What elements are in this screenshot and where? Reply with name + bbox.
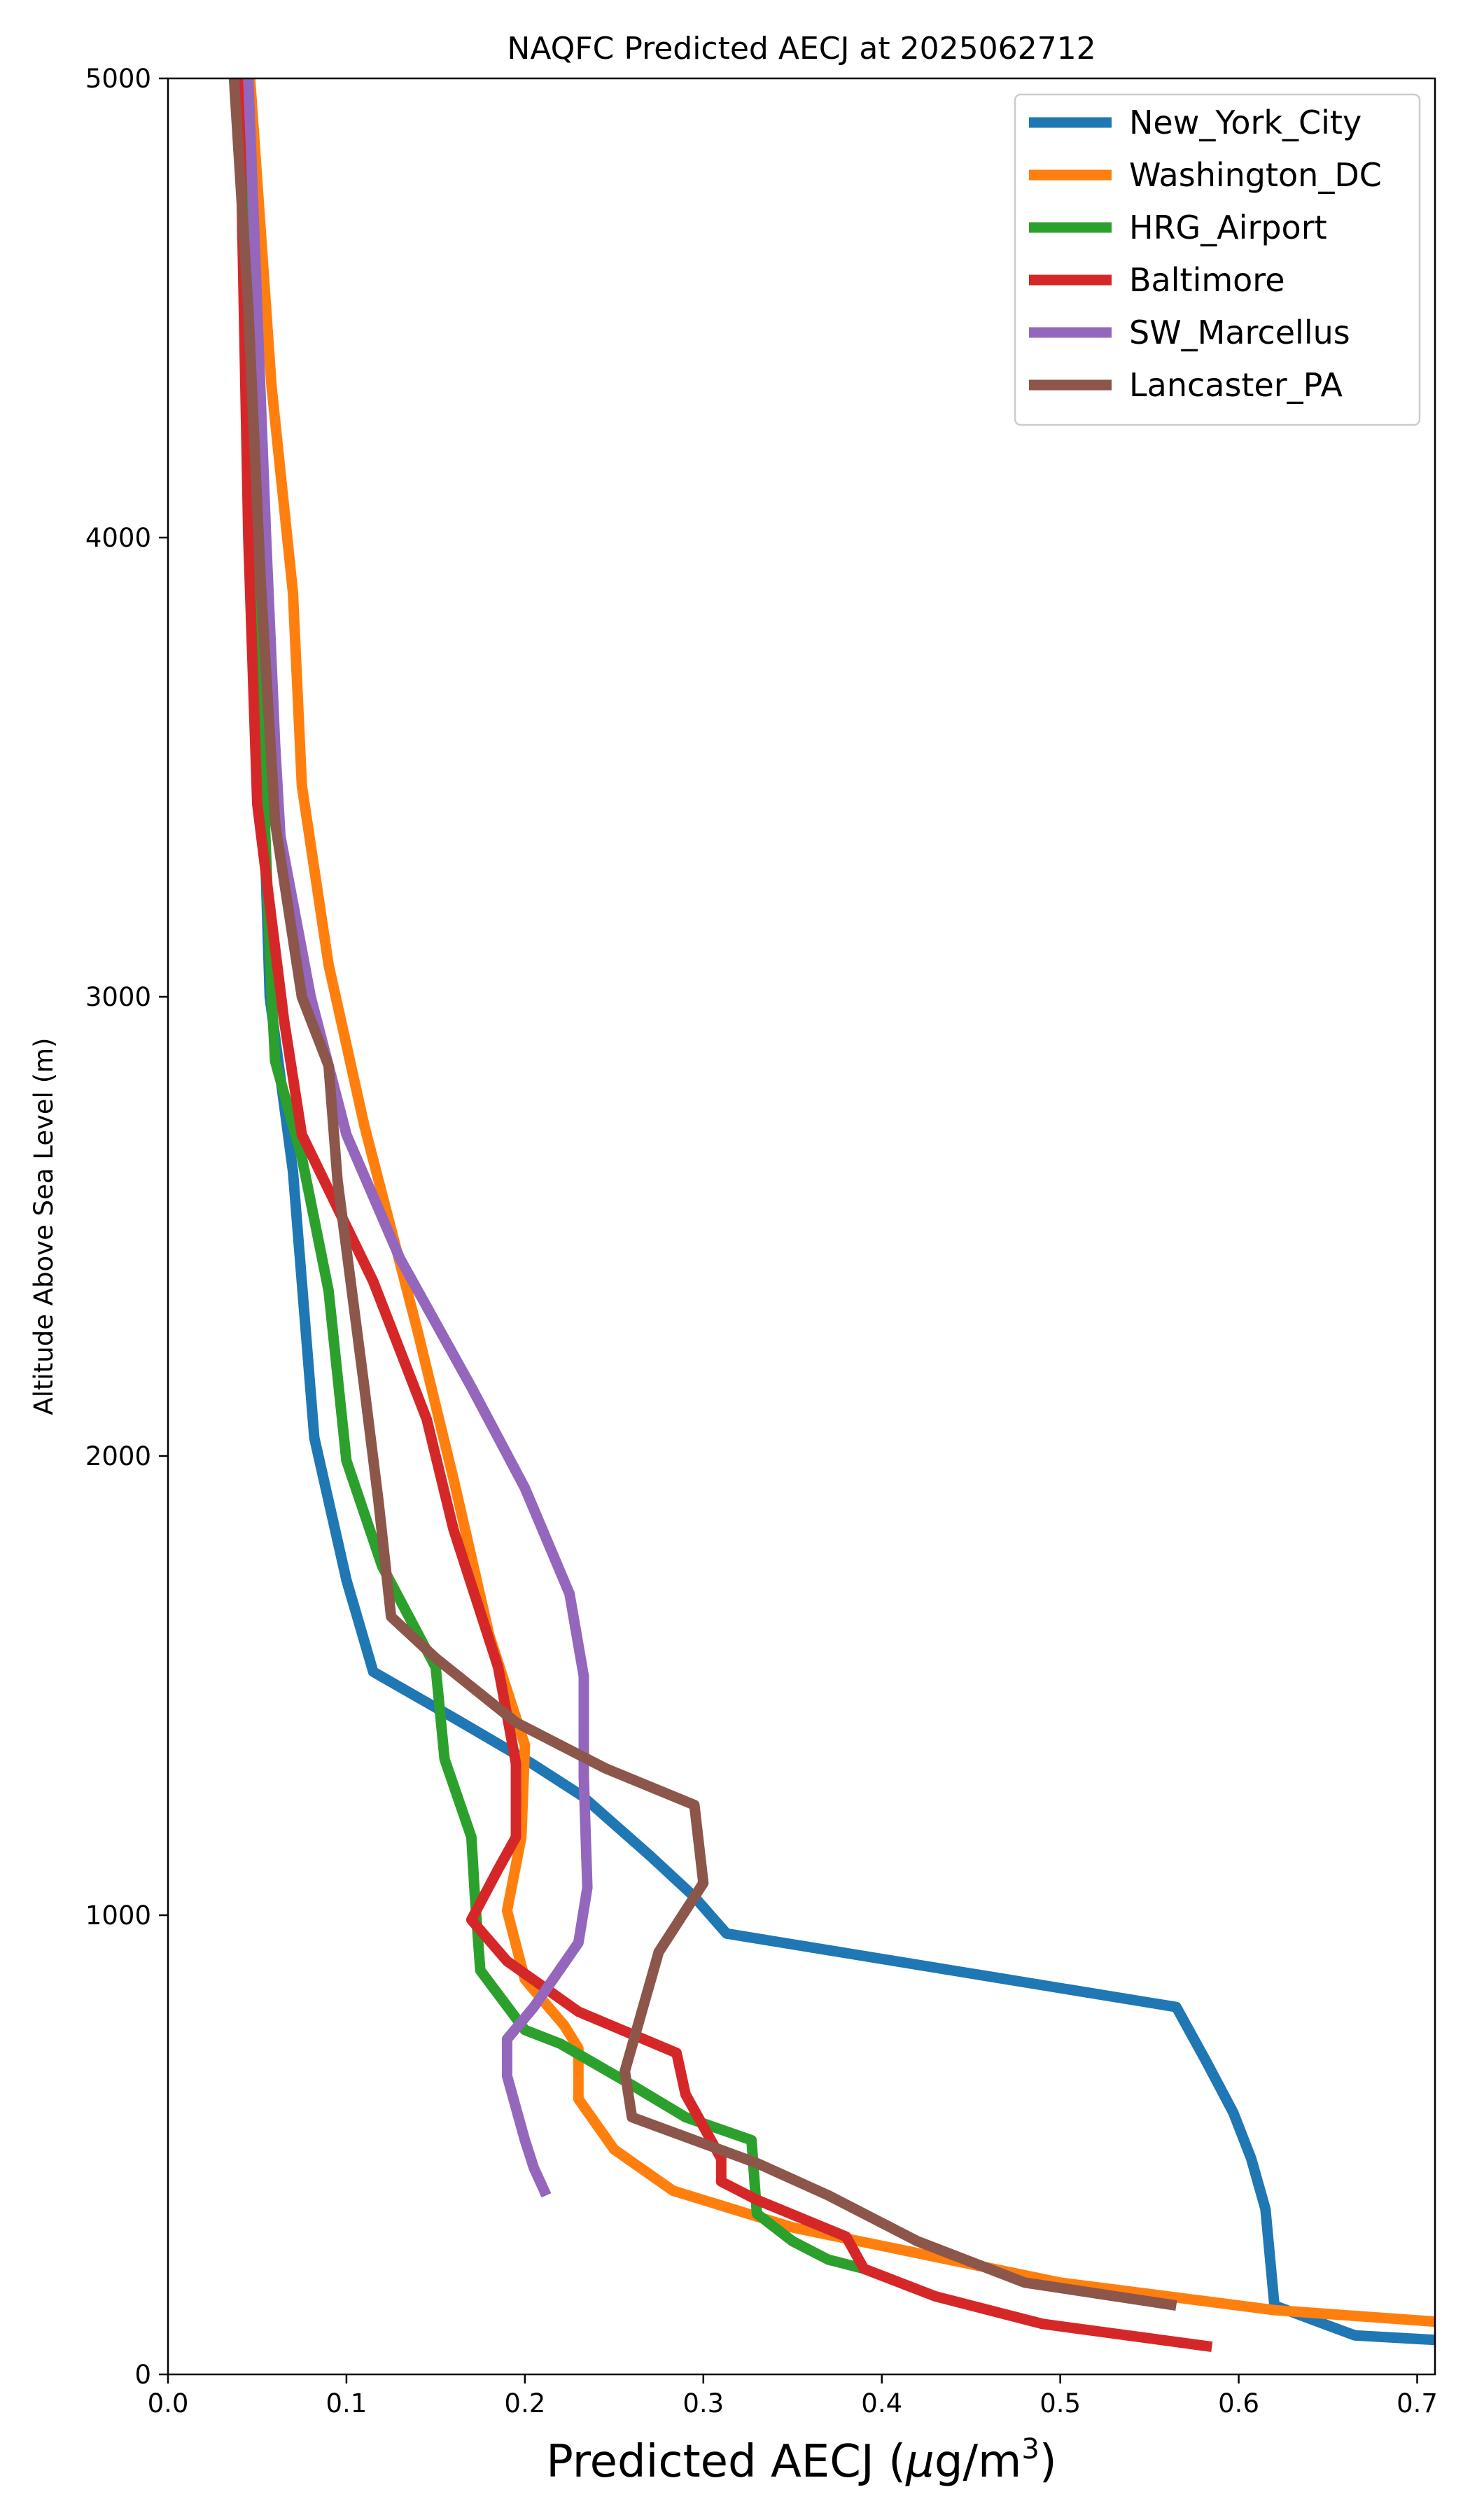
x-tick-label: 0.2 (504, 2388, 545, 2418)
series-line-lancaster-pa (228, 78, 1177, 2311)
x-axis-label-unit: g/m (934, 2436, 1022, 2488)
y-tick-label: 1000 (85, 1900, 151, 1931)
legend-label: New_York_City (1129, 104, 1362, 141)
plot-frame (167, 77, 1436, 2376)
y-tick-label: 0 (134, 2360, 151, 2390)
legend-label: SW_Marcellus (1129, 314, 1350, 351)
legend: New_York_City Washington_DC HRG_Airport Bal… (1014, 93, 1421, 426)
legend-frame (1014, 93, 1421, 426)
chart-title: NAQFC Predicted AECJ at 2025062712 (507, 31, 1096, 66)
x-tick-label: 0.0 (148, 2388, 189, 2418)
y-axis-label: Altitude Above Sea Level (m) (29, 1037, 59, 1415)
x-axis: 0.0 0.1 0.2 0.3 0.4 0.5 0.6 0.7 (148, 2374, 1438, 2418)
x-tick-label: 0.6 (1218, 2388, 1259, 2418)
legend-label: Lancaster_PA (1129, 366, 1343, 404)
x-tick-label: 0.3 (682, 2388, 724, 2418)
x-axis-label-mu: μ (905, 2436, 934, 2488)
y-tick-label: 2000 (85, 1441, 151, 1471)
x-axis-label-main: Predicted AECJ ( (546, 2436, 906, 2488)
legend-label: Washington_DC (1129, 156, 1382, 194)
x-tick-label: 0.7 (1396, 2388, 1438, 2418)
y-tick-label: 4000 (85, 523, 151, 553)
legend-label: HRG_Airport (1129, 209, 1327, 246)
x-tick-label: 0.4 (861, 2388, 902, 2418)
x-tick-label: 0.5 (1040, 2388, 1081, 2418)
y-axis: 0 1000 2000 3000 4000 5000 (85, 64, 168, 2390)
y-tick-label: 3000 (85, 982, 151, 1012)
y-tick-label: 5000 (85, 64, 151, 94)
x-axis-label-exponent: 3 (1021, 2433, 1039, 2465)
legend-label: Baltimore (1129, 261, 1285, 299)
x-tick-label: 0.1 (326, 2388, 368, 2418)
x-axis-label: Predicted AECJ (μg/m3) (546, 2433, 1057, 2488)
x-axis-label-close: ) (1040, 2436, 1057, 2488)
series-line-baltimore (234, 78, 1213, 2353)
series-layer (228, 78, 1435, 2353)
series-line-washington-dc (244, 78, 1435, 2328)
